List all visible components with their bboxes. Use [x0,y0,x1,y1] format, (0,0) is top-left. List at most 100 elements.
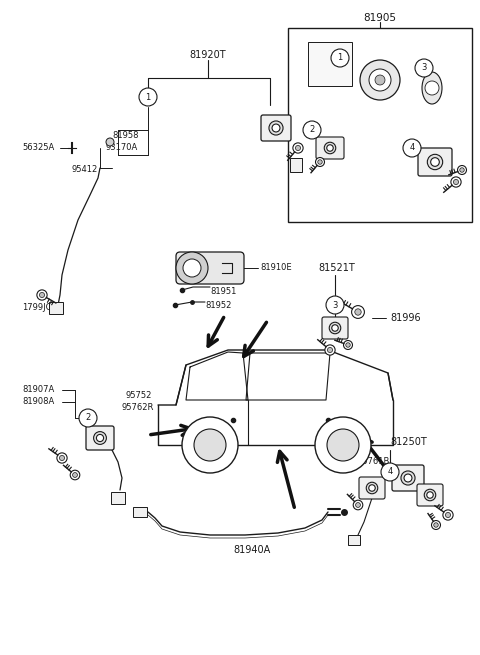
Circle shape [344,341,352,350]
Circle shape [325,345,335,355]
Circle shape [327,145,333,151]
Circle shape [451,177,461,187]
Circle shape [404,474,412,482]
Circle shape [356,502,360,508]
Circle shape [443,510,453,520]
FancyBboxPatch shape [322,317,348,339]
Circle shape [460,168,464,172]
Text: 95762R: 95762R [122,403,155,413]
FancyBboxPatch shape [359,477,385,499]
FancyBboxPatch shape [392,465,424,491]
Circle shape [415,59,433,77]
Circle shape [315,157,324,166]
Circle shape [353,500,363,510]
Text: 56325A: 56325A [22,143,54,153]
Text: 1799JC: 1799JC [22,303,51,312]
Circle shape [457,166,467,174]
Circle shape [454,179,458,185]
Circle shape [403,139,421,157]
Circle shape [293,143,303,153]
Circle shape [60,455,64,460]
Circle shape [94,432,107,444]
Bar [290,158,302,172]
Circle shape [303,121,321,139]
Circle shape [366,482,378,494]
Text: 81908A: 81908A [22,398,54,407]
Text: 93170A: 93170A [106,143,138,151]
FancyBboxPatch shape [261,115,291,141]
FancyBboxPatch shape [418,148,452,176]
Circle shape [424,489,436,501]
Text: 4: 4 [387,468,393,476]
Circle shape [194,429,226,461]
Text: 81996: 81996 [390,313,420,323]
FancyBboxPatch shape [86,426,114,450]
Circle shape [327,347,333,352]
Circle shape [272,124,280,132]
Text: 81951: 81951 [210,288,236,297]
Circle shape [57,453,67,463]
Text: 93110B: 93110B [175,274,207,282]
Circle shape [346,343,350,347]
FancyBboxPatch shape [417,484,443,506]
Circle shape [39,292,45,297]
Circle shape [326,296,344,314]
Circle shape [351,306,364,318]
Circle shape [360,60,400,100]
Circle shape [176,252,208,284]
Circle shape [401,471,415,485]
Text: 81920T: 81920T [190,50,226,60]
Text: 81521T: 81521T [318,263,355,273]
Text: 1: 1 [145,92,151,102]
Circle shape [432,521,441,529]
Bar [308,42,352,86]
Text: 81910E: 81910E [260,263,292,272]
Circle shape [72,473,77,477]
Circle shape [318,160,322,164]
FancyBboxPatch shape [176,252,244,284]
Bar [348,535,360,545]
Circle shape [445,512,451,517]
Text: 81940A: 81940A [233,545,271,555]
Circle shape [329,322,341,334]
Text: 1: 1 [337,54,343,62]
Circle shape [70,470,80,480]
Circle shape [327,429,359,461]
Circle shape [315,417,371,473]
Text: 3: 3 [421,64,427,73]
Circle shape [182,417,238,473]
Circle shape [79,409,97,427]
Circle shape [106,138,114,146]
Circle shape [434,523,438,527]
Bar [111,492,125,504]
Circle shape [96,434,104,441]
Circle shape [375,75,385,85]
Circle shape [324,142,336,154]
Circle shape [427,155,443,170]
Circle shape [427,492,433,498]
Circle shape [369,485,375,491]
Text: 81905: 81905 [363,13,396,23]
Circle shape [332,325,338,331]
Bar [49,302,63,314]
Text: 81907A: 81907A [22,386,54,394]
Text: 81952: 81952 [205,301,231,310]
Text: 95761B: 95761B [358,457,390,466]
Circle shape [37,290,47,300]
Circle shape [295,145,300,151]
Circle shape [425,81,439,95]
Circle shape [183,259,201,277]
Text: 2: 2 [310,126,314,134]
Text: 3: 3 [332,301,338,310]
Circle shape [381,463,399,481]
Bar [133,507,147,517]
Circle shape [369,69,391,91]
Circle shape [431,158,439,166]
Ellipse shape [422,72,442,104]
Text: 81250T: 81250T [390,437,427,447]
Circle shape [355,309,361,315]
Text: 2: 2 [85,413,91,422]
Text: 95752: 95752 [125,390,151,400]
Text: 4: 4 [409,143,415,153]
Circle shape [139,88,157,106]
